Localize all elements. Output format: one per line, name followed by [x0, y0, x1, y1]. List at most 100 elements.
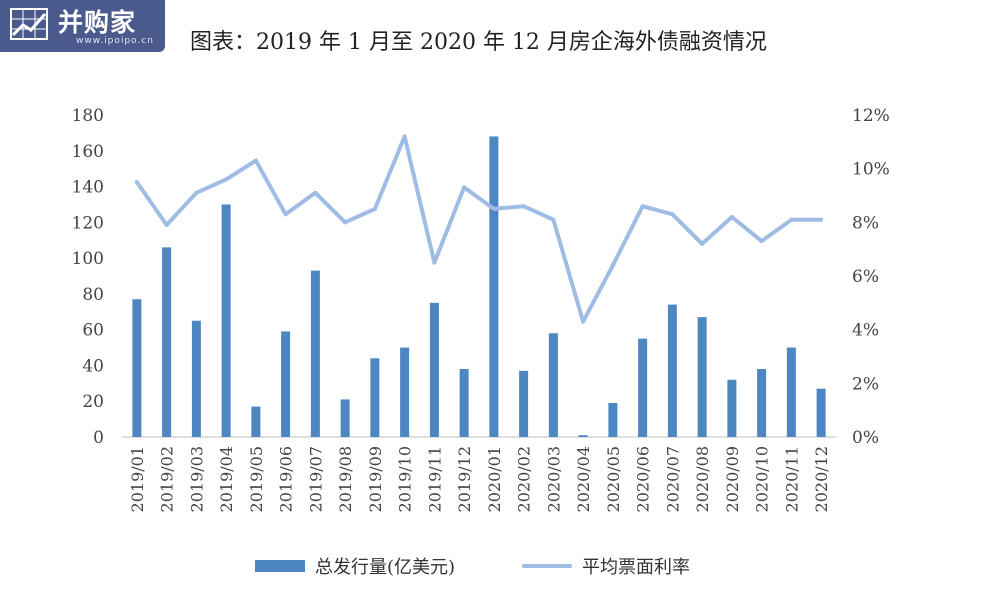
- x-tick-label: 2019/08: [336, 446, 355, 512]
- legend-bar-swatch: [255, 560, 305, 572]
- line-point: [313, 190, 318, 195]
- line-point: [640, 204, 645, 209]
- y-left-tick-label: 100: [72, 249, 104, 269]
- bar: [340, 399, 350, 437]
- bar: [638, 338, 648, 437]
- line-point: [224, 177, 229, 182]
- chart-logo-icon: [10, 8, 48, 40]
- x-tick-label: 2020/02: [515, 446, 534, 512]
- line-point: [432, 260, 437, 265]
- x-tick-label: 2020/07: [663, 446, 682, 512]
- x-tick-label: 2019/07: [306, 446, 325, 512]
- bar: [162, 247, 172, 437]
- bar: [786, 347, 796, 437]
- bar: [489, 136, 499, 437]
- logo: 并购家 www.ipoipo.cn: [0, 0, 165, 52]
- bar: [429, 302, 439, 437]
- bar: [697, 317, 707, 437]
- y-left-tick-label: 0: [93, 428, 104, 448]
- line-point: [521, 204, 526, 209]
- line-point: [819, 217, 824, 222]
- y-left-tick-label: 140: [72, 178, 104, 198]
- x-tick-label: 2020/06: [634, 446, 653, 512]
- y-left-tick-label: 60: [82, 321, 104, 341]
- x-tick-label: 2019/10: [396, 446, 415, 512]
- legend-item-coupon: 平均票面利率: [522, 553, 690, 579]
- y-left-tick-label: 20: [82, 392, 104, 412]
- x-tick-label: 2019/02: [158, 446, 177, 512]
- line-point: [164, 223, 169, 228]
- bar: [370, 358, 380, 437]
- bar: [400, 347, 410, 437]
- line-point: [581, 319, 586, 324]
- line-point: [283, 212, 288, 217]
- legend-label-coupon: 平均票面利率: [582, 557, 690, 578]
- x-tick-label: 2020/01: [485, 446, 504, 512]
- bar: [667, 304, 677, 437]
- line-point: [610, 263, 615, 268]
- bar: [727, 379, 737, 437]
- y-left-tick-label: 40: [82, 356, 104, 376]
- bar: [608, 403, 618, 437]
- bar: [281, 331, 291, 437]
- y-left-tick-label: 80: [82, 285, 104, 305]
- bar: [251, 406, 261, 437]
- bar: [519, 370, 529, 437]
- x-tick-label: 2020/10: [753, 446, 772, 512]
- bar: [548, 333, 558, 437]
- x-tick-label: 2019/06: [277, 446, 296, 512]
- line-point: [372, 206, 377, 211]
- line-point: [402, 134, 407, 139]
- x-tick-label: 2020/03: [544, 446, 563, 512]
- legend-line-swatch: [522, 564, 572, 568]
- y-right-tick-label: 2%: [852, 374, 879, 394]
- bar: [816, 388, 826, 437]
- logo-url: www.ipoipo.cn: [76, 36, 154, 46]
- x-tick-label: 2020/04: [574, 446, 593, 512]
- bar: [221, 204, 231, 437]
- line-point: [253, 158, 258, 163]
- line-point: [194, 190, 199, 195]
- x-tick-label: 2019/12: [455, 446, 474, 512]
- y-right-tick-label: 0%: [852, 428, 879, 448]
- line-point: [462, 185, 467, 190]
- x-tick-label: 2019/09: [366, 446, 385, 512]
- bar: [578, 435, 588, 437]
- y-right-tick-label: 10%: [852, 160, 890, 180]
- x-tick-label: 2020/08: [693, 446, 712, 512]
- x-tick-label: 2019/03: [187, 446, 206, 512]
- x-tick-label: 2019/01: [128, 446, 147, 512]
- bar: [132, 299, 142, 437]
- bar: [757, 369, 767, 437]
- line-point: [343, 220, 348, 225]
- y-left-tick-label: 120: [72, 213, 104, 233]
- y-right-tick-label: 6%: [852, 267, 879, 287]
- legend-item-issuance: 总发行量(亿美元): [255, 553, 455, 579]
- y-right-tick-label: 12%: [852, 106, 890, 126]
- x-tick-label: 2019/11: [425, 446, 444, 512]
- line-point: [729, 214, 734, 219]
- x-tick-label: 2019/05: [247, 446, 266, 512]
- line-point: [551, 217, 556, 222]
- logo-name: 并购家: [58, 8, 137, 37]
- chart-title: 图表：2019 年 1 月至 2020 年 12 月房企海外债融资情况: [190, 30, 767, 55]
- y-right-tick-label: 8%: [852, 213, 879, 233]
- x-tick-label: 2020/05: [604, 446, 623, 512]
- line-point: [134, 180, 139, 185]
- line-point: [491, 206, 496, 211]
- x-tick-label: 2019/04: [217, 446, 236, 512]
- x-tick-label: 2020/11: [782, 446, 801, 512]
- line-point: [700, 241, 705, 246]
- bar: [310, 270, 320, 437]
- x-tick-label: 2020/09: [723, 446, 742, 512]
- y-left-tick-label: 160: [72, 142, 104, 162]
- line-point: [789, 217, 794, 222]
- line-point: [759, 239, 764, 244]
- line-point: [670, 212, 675, 217]
- x-tick-label: 2020/12: [812, 446, 831, 512]
- y-right-tick-label: 4%: [852, 321, 879, 341]
- bar: [459, 369, 469, 437]
- y-left-tick-label: 180: [72, 106, 104, 126]
- legend-label-issuance: 总发行量(亿美元): [315, 557, 456, 578]
